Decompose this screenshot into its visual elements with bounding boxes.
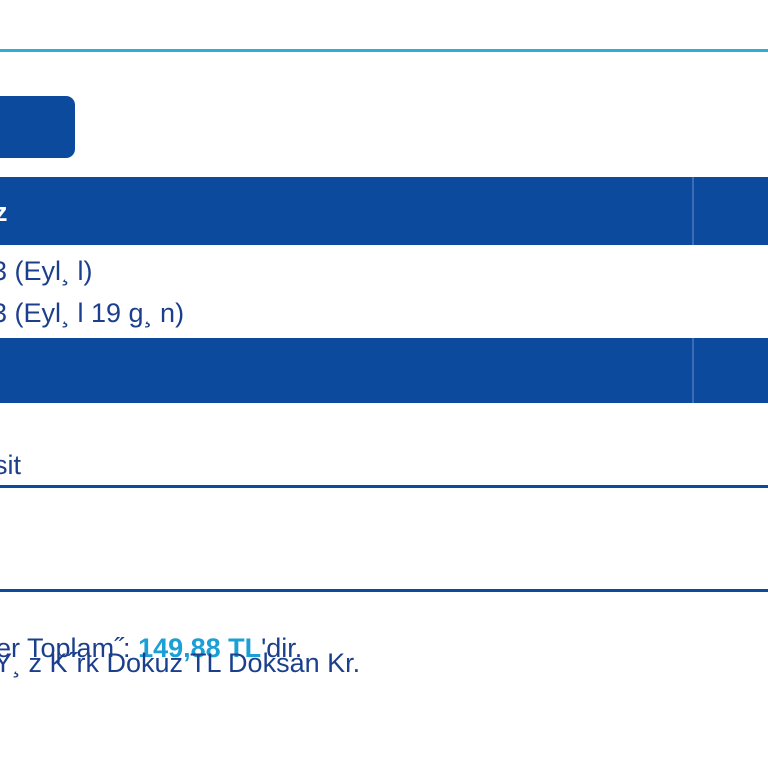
total-line: er Toplam˝: 149,88 TL'dir. [0,608,302,662]
header-divider [692,177,694,245]
header-bar [0,177,768,245]
rule [0,485,768,488]
amount-in-words: Y¸ z K˝rk Dokuz TL Doksan Kr. [0,648,361,678]
top-rule [0,49,768,52]
total-suffix: 'dir. [261,633,303,663]
section-divider [692,338,694,403]
section-bar [0,338,768,403]
tab-button [0,96,75,158]
total-prefix: er Toplam˝: [0,633,139,663]
row-text: 3 (Eyl¸ l 19 g¸ n) [0,298,185,328]
section-row: sit [0,450,21,480]
total-amount: 149,88 TL [138,633,262,663]
rule [0,589,768,592]
header-title: z [0,197,8,227]
row-text: 3 (Eyl¸ l) [0,256,93,286]
